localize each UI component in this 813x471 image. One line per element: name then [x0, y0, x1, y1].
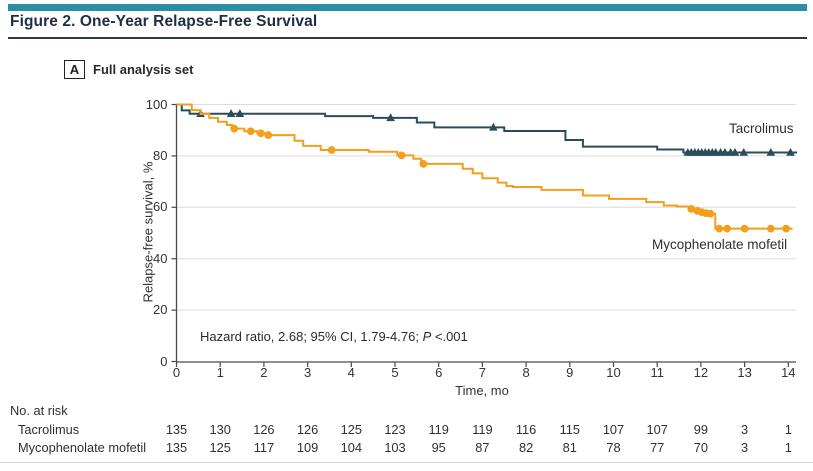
y-tick-label: 20: [153, 302, 168, 318]
risk-count: 78: [606, 440, 621, 455]
risk-count: 104: [340, 440, 362, 455]
panel-label-box: A: [64, 60, 85, 79]
censor-triangle: [235, 109, 245, 117]
censor-triangle: [786, 147, 795, 156]
censor-triangle: [489, 122, 498, 131]
censor-circle: [706, 209, 715, 218]
y-tick-label: 80: [153, 147, 168, 163]
x-tick-label: 9: [566, 365, 574, 380]
censor-circle: [723, 224, 732, 233]
risk-count: 130: [209, 422, 231, 437]
risk-count: 103: [384, 440, 406, 455]
censor-circle: [230, 124, 239, 133]
censor-circle: [740, 224, 749, 233]
x-tick-label: 0: [172, 365, 181, 380]
censor-triangle: [720, 147, 730, 156]
risk-count: 123: [384, 422, 406, 437]
figure-title: Figure 2. One-Year Relapse-Free Survival: [10, 13, 318, 30]
risk-count: 119: [428, 422, 449, 437]
risk-count: 126: [296, 422, 319, 437]
censor-circle: [782, 224, 791, 233]
risk-count: 70: [693, 440, 708, 455]
x-tick-label: 12: [693, 365, 709, 380]
series-label-mycophenolate: Mycophenolate mofetil: [652, 237, 788, 252]
censor-triangle: [386, 113, 395, 122]
risk-count: 135: [165, 440, 188, 455]
risk-count: 109: [296, 440, 319, 455]
risk-count: 95: [431, 440, 446, 455]
censor-triangle: [739, 147, 749, 156]
risk-count: 81: [562, 440, 577, 455]
censor-circle: [264, 131, 273, 139]
risk-count: 82: [518, 440, 534, 455]
risk-count: 119: [472, 422, 493, 437]
x-tick-label: 3: [303, 365, 312, 380]
x-tick-label: 2: [260, 365, 268, 380]
risk-count: 3: [741, 422, 749, 437]
x-tick-label: 7: [478, 365, 486, 380]
risk-count: 99: [693, 422, 708, 437]
x-tick-label: 10: [606, 365, 621, 380]
risk-count: 125: [340, 422, 362, 437]
risk-count: 125: [209, 440, 231, 455]
panel-title: Full analysis set: [93, 62, 194, 77]
y-tick-label: 0: [160, 353, 168, 369]
panel-label: A: [69, 62, 80, 77]
hazard-ratio-annotation: Hazard ratio, 2.68; 95% CI, 1.79-4.76; P…: [200, 329, 468, 344]
censor-triangle: [730, 147, 740, 156]
y-axis-title: Relapse-free survival, %: [140, 161, 156, 303]
series-label-tacrolimus: Tacrolimus: [729, 121, 794, 136]
x-tick-label: 14: [781, 365, 796, 380]
p-label: P: [422, 329, 432, 344]
censor-circle: [246, 127, 255, 136]
x-tick-label: 5: [391, 365, 399, 380]
risk-count: 126: [253, 422, 275, 437]
risk-row-label: Tacrolimus: [18, 422, 80, 437]
risk-row-label: Mycophenolate mofetil: [18, 440, 147, 455]
risk-count: 107: [602, 422, 625, 437]
x-tick-label: 4: [347, 365, 355, 380]
risk-count: 1: [784, 422, 792, 437]
censor-triangle: [766, 147, 776, 156]
risk-count: 116: [515, 422, 537, 437]
risk-table-title: No. at risk: [10, 403, 68, 418]
bottom-rule: [0, 462, 813, 463]
x-tick-label: 13: [737, 365, 752, 380]
censor-circle: [327, 146, 336, 154]
x-tick-label: 1: [216, 365, 224, 380]
x-tick-label: 8: [522, 365, 530, 380]
p-value: <.001: [431, 329, 468, 344]
y-tick-label: 60: [153, 199, 168, 215]
risk-count: 107: [646, 422, 668, 437]
risk-count: 1: [784, 440, 792, 455]
y-tick-label: 40: [153, 250, 168, 266]
x-tick-label: 11: [650, 365, 664, 380]
y-tick-label: 100: [145, 96, 168, 112]
censor-circle: [397, 151, 406, 160]
risk-count: 117: [253, 440, 275, 455]
censor-circle: [715, 224, 724, 233]
censor-circle: [766, 224, 775, 233]
x-tick-label: 6: [435, 365, 443, 380]
censor-triangle: [226, 109, 236, 117]
risk-count: 77: [650, 440, 665, 455]
risk-count: 87: [475, 440, 490, 455]
risk-count: 3: [741, 440, 749, 455]
risk-count: 115: [559, 422, 580, 437]
figure-accent-bar: [8, 4, 807, 11]
title-rule: [8, 37, 807, 39]
survival-curve-tacrolimus: [176, 103, 798, 154]
hazard-ratio-text: Hazard ratio, 2.68; 95% CI, 1.79-4.76;: [200, 329, 423, 344]
x-axis-title: Time, mo: [455, 383, 509, 398]
censor-circle: [687, 204, 696, 213]
censor-circle: [419, 159, 428, 168]
risk-count: 135: [165, 422, 188, 437]
censor-circle: [256, 129, 265, 138]
